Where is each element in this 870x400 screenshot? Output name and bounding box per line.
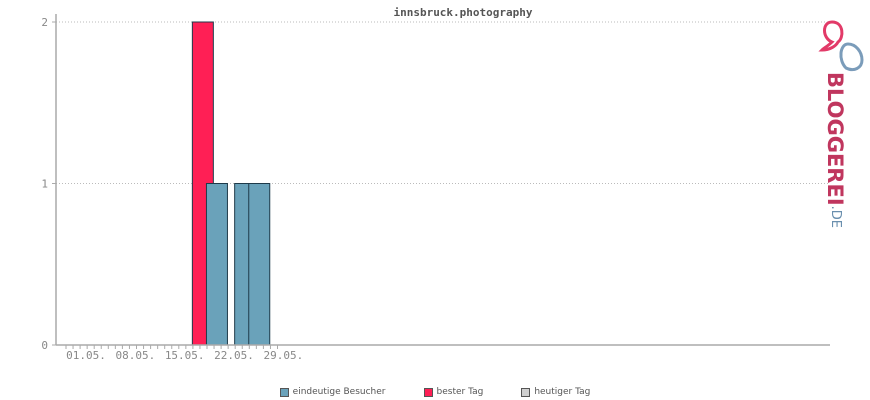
y-tick-label: 1 — [41, 178, 48, 191]
bloggerei-wordmark: BLOGGEREI.DE — [823, 72, 847, 228]
legend-item-visitors: eindeutige Besucher — [279, 385, 386, 399]
legend-item-best-day: bester Tag — [423, 385, 484, 399]
legend-label-today: heutiger Tag — [534, 387, 591, 397]
bloggerei-logo — [810, 16, 870, 216]
legend-label-visitors: eindeutige Besucher — [292, 387, 386, 397]
x-tick-label: 15.05. — [165, 349, 205, 362]
x-tick-label: 22.05. — [214, 349, 254, 362]
bar — [205, 183, 228, 346]
speech-bubble-icon — [818, 20, 864, 72]
bars — [191, 21, 271, 346]
x-tick-label: 08.05. — [115, 349, 155, 362]
legend-label-best-day: bester Tag — [436, 387, 484, 397]
legend-swatch-visitors — [279, 387, 289, 397]
legend-item-today: heutiger Tag — [521, 385, 590, 399]
legend-swatch-best-day — [423, 387, 433, 397]
y-tick-label: 0 — [41, 339, 48, 352]
x-tick-label: 29.05. — [264, 349, 304, 362]
logo-tld-text: .DE — [828, 205, 843, 228]
chart-title: innsbruck.photography — [393, 6, 532, 19]
y-tick-label: 2 — [41, 16, 48, 29]
legend-swatch-today — [521, 387, 531, 397]
bar — [248, 183, 271, 346]
grid-lines — [56, 21, 830, 184]
x-tick-label: 01.05. — [66, 349, 106, 362]
chart-legend: eindeutige Besucher bester Tag heutiger … — [0, 385, 870, 399]
axes: 0 1 2 01.05. 08.05. 15.05. 22.05. 29.05. — [41, 14, 830, 362]
logo-main-text: BLOGGEREI — [823, 72, 847, 206]
